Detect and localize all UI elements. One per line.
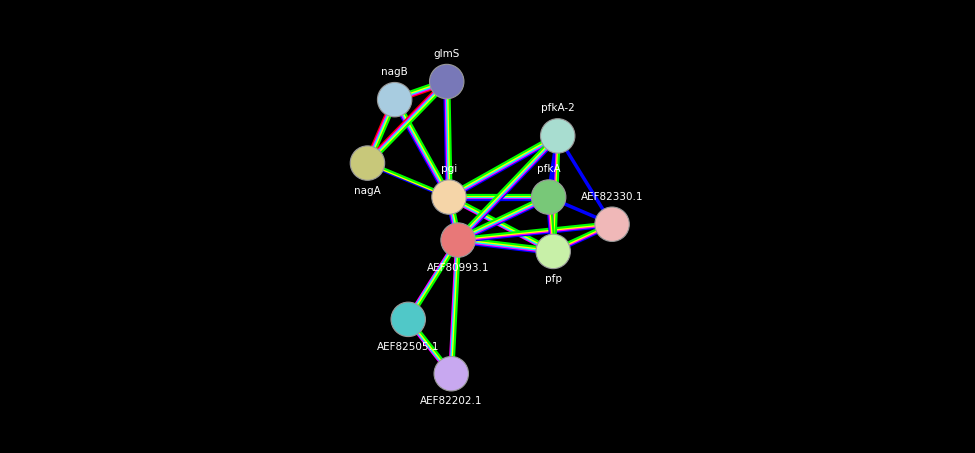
Circle shape xyxy=(540,119,575,153)
Text: AEF82330.1: AEF82330.1 xyxy=(581,192,644,202)
Text: nagB: nagB xyxy=(381,67,408,77)
Text: AEF82505.1: AEF82505.1 xyxy=(377,342,440,352)
Circle shape xyxy=(430,64,464,99)
Text: pfkA: pfkA xyxy=(537,164,561,174)
Circle shape xyxy=(377,82,411,117)
Text: AEF80993.1: AEF80993.1 xyxy=(427,263,489,273)
Circle shape xyxy=(434,357,468,391)
Circle shape xyxy=(441,223,475,257)
Circle shape xyxy=(595,207,629,241)
Text: pfkA-2: pfkA-2 xyxy=(541,103,574,113)
Circle shape xyxy=(350,146,385,180)
Circle shape xyxy=(536,234,570,269)
Circle shape xyxy=(432,180,466,214)
Circle shape xyxy=(391,302,425,337)
Circle shape xyxy=(531,180,565,214)
Text: glmS: glmS xyxy=(434,49,460,59)
Text: AEF82202.1: AEF82202.1 xyxy=(420,396,483,406)
Text: nagA: nagA xyxy=(354,186,381,196)
Text: pfp: pfp xyxy=(545,274,562,284)
Text: pgi: pgi xyxy=(441,164,457,174)
